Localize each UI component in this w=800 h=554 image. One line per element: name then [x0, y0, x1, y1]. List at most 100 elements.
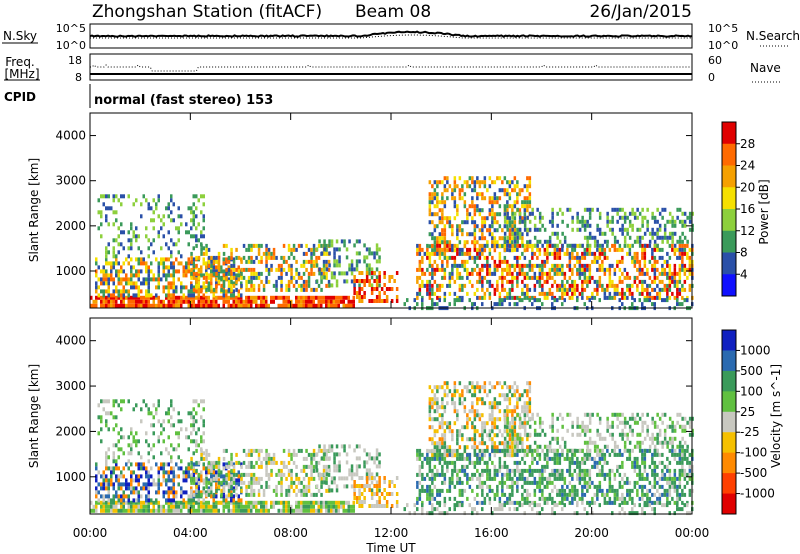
power-cell: [207, 299, 210, 304]
power-cell: [513, 239, 517, 244]
power-cell: [355, 263, 359, 268]
power-cell: [678, 247, 682, 252]
velocity-cell: [433, 452, 437, 457]
power-cell: [328, 251, 331, 256]
power-cell: [240, 275, 243, 280]
nsky-tick-top: 10^5: [56, 22, 86, 35]
velocity-cell: [325, 472, 329, 477]
power-cell: [668, 263, 672, 268]
velocity-cell: [327, 472, 331, 477]
power-cell: [358, 291, 361, 295]
velocity-cell: [130, 490, 133, 495]
velocity-cell: [458, 445, 462, 450]
power-cell: [413, 298, 416, 303]
power-heatmap-cells: [90, 176, 694, 311]
power-cell: [152, 277, 155, 282]
velocity-cell: [443, 405, 447, 410]
velocity-cell: [438, 405, 442, 410]
power-cell: [441, 267, 444, 272]
power-cell: [478, 243, 482, 248]
velocity-cell: [528, 492, 532, 497]
power-cell: [463, 267, 467, 272]
velocity-cell: [270, 468, 273, 473]
velocity-cell: [533, 468, 537, 473]
power-cell: [456, 208, 459, 213]
velocity-cell: [295, 476, 298, 481]
velocity-cell: [217, 500, 220, 505]
power-cell: [145, 299, 148, 304]
power-cell: [102, 194, 105, 199]
power-cell: [212, 255, 216, 260]
velocity-cell: [431, 468, 434, 473]
power-cell: [310, 263, 313, 268]
velocity-cell: [375, 448, 379, 453]
velocity-cell: [187, 447, 190, 452]
power-cell: [375, 275, 379, 280]
power-cell: [305, 243, 308, 248]
velocity-cell: [416, 456, 419, 461]
power-cell: [200, 210, 203, 215]
velocity-cell: [466, 417, 469, 422]
velocity-cell: [155, 498, 158, 503]
velocity-cell: [516, 488, 519, 493]
power-cell: [406, 298, 409, 303]
power-cell: [466, 208, 469, 213]
power-cell: [197, 255, 201, 260]
power-cell: [202, 246, 205, 251]
power-cell: [678, 302, 681, 307]
power-cell: [441, 275, 444, 280]
power-cell: [656, 259, 659, 264]
velocity-cell: [215, 504, 218, 509]
velocity-cell: [110, 482, 113, 487]
velocity-cell: [107, 399, 110, 404]
power-cell: [212, 271, 216, 276]
power-cell: [310, 303, 313, 308]
velocity-cell: [375, 500, 379, 504]
power-cell: [421, 283, 424, 288]
power-cell: [310, 295, 313, 300]
power-cell: [453, 196, 457, 201]
power-cell: [471, 220, 474, 225]
power-cell: [681, 247, 684, 252]
velocity-cell: [280, 480, 283, 485]
power-cell: [516, 243, 519, 248]
power-cell: [431, 243, 434, 248]
power-cell: [300, 303, 303, 308]
power-cell: [160, 277, 163, 282]
power-cell: [416, 291, 419, 296]
power-cell: [292, 283, 296, 288]
velocity-cell: [147, 478, 150, 483]
velocity-cell: [343, 476, 346, 481]
power-cell: [443, 240, 447, 245]
power-cell: [167, 202, 170, 207]
power-cell: [157, 194, 160, 199]
velocity-cell: [526, 437, 529, 442]
power-cell: [646, 295, 649, 300]
velocity-cell: [473, 445, 477, 450]
power-cell: [578, 255, 582, 260]
power-cell: [673, 219, 677, 224]
velocity-cell: [207, 492, 211, 497]
velocity-cell: [212, 474, 215, 479]
velocity-cell: [110, 478, 113, 483]
velocity-cell: [473, 437, 477, 442]
power-cell: [260, 255, 263, 260]
velocity-cell: [483, 460, 487, 465]
power-cell: [375, 279, 379, 283]
velocity-cell: [112, 504, 115, 509]
power-cell: [606, 243, 609, 248]
power-cell: [202, 218, 205, 223]
velocity-cell: [290, 484, 293, 489]
power-cell: [616, 247, 619, 252]
velocity-cell: [95, 466, 98, 471]
power-cell: [312, 287, 316, 292]
velocity-cell: [107, 466, 110, 471]
power-cell: [516, 192, 519, 197]
velocity-cell: [488, 429, 492, 434]
power-cell: [511, 295, 514, 300]
velocity-cell: [352, 508, 355, 513]
power-cell: [315, 263, 319, 268]
power-cell: [558, 287, 562, 292]
power-cell: [192, 257, 195, 262]
velocity-cell: [508, 484, 512, 489]
